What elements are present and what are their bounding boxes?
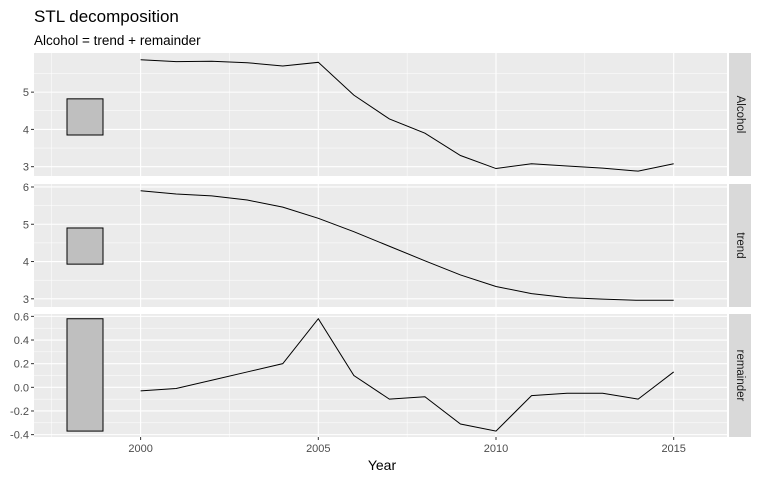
panel-background: [34, 184, 727, 307]
x-axis: 2000 2005 2010 2015: [128, 437, 686, 455]
facet-strip: [729, 53, 751, 176]
facet-strip-label: trend: [734, 232, 746, 258]
series-line-alcohol: [140, 59, 674, 172]
facet-strip: [729, 184, 751, 307]
facet-strip-label: remainder: [734, 350, 746, 402]
y-tick-label: 4: [23, 257, 29, 269]
y-tick-label: 0.2: [14, 359, 29, 371]
series-line-trend: [140, 190, 674, 301]
panel-trend: 3 4 5 6 trend: [23, 182, 751, 307]
panel-alcohol: 3 4 5 Alcohol: [23, 53, 751, 176]
panel-remainder: -0.4 -0.2 0.0 0.2 0.4 0.6 remainder: [10, 311, 751, 442]
x-axis-title: Year: [368, 457, 397, 473]
x-tick-label: 2000: [128, 443, 152, 455]
y-tick-label: -0.4: [10, 430, 29, 442]
range-bar: [66, 98, 104, 136]
y-tick-label: 0.6: [14, 311, 29, 323]
facet-strip: [729, 314, 751, 437]
y-tick-label: 5: [23, 219, 29, 231]
x-tick-label: 2010: [484, 443, 508, 455]
y-tick-label: 6: [23, 182, 29, 194]
panel-background: [34, 53, 727, 176]
facet-panels: 3 4 5 Alcohol 3 4 5 6 trend -0.4 -0.2 0.0 0.2 0.4 0.6 r…: [10, 53, 751, 442]
y-tick-label: 3: [23, 294, 29, 306]
y-tick-label: 0.0: [14, 382, 29, 394]
x-tick-label: 2005: [306, 443, 330, 455]
range-bar: [66, 318, 104, 432]
facet-strip-label: Alcohol: [734, 96, 746, 134]
y-tick-label: 0.4: [14, 335, 29, 347]
y-tick-label: 4: [23, 124, 29, 136]
x-tick-label: 2015: [661, 443, 685, 455]
series-line-remainder: [140, 317, 674, 432]
y-tick-label: -0.2: [10, 406, 29, 418]
y-tick-label: 3: [23, 162, 29, 174]
range-bar: [66, 227, 104, 265]
y-tick-label: 5: [23, 87, 29, 99]
chart-title: STL decomposition: [34, 7, 179, 26]
chart-subtitle: Alcohol = trend + remainder: [34, 33, 201, 48]
